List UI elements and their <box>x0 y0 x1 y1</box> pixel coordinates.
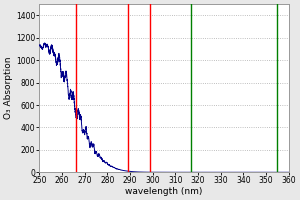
X-axis label: wavelength (nm): wavelength (nm) <box>125 187 203 196</box>
Y-axis label: O₃ Absorption: O₃ Absorption <box>4 57 13 119</box>
